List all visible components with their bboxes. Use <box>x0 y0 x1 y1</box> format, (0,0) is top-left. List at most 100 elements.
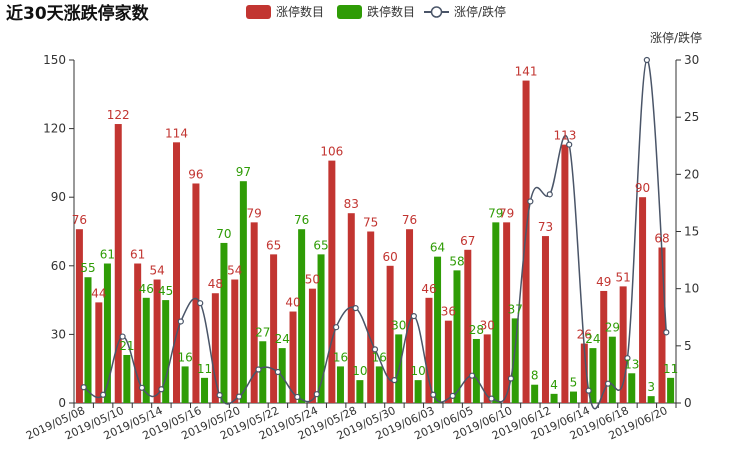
bar-limit-down[interactable] <box>628 373 636 403</box>
bar-limit-down[interactable] <box>259 341 267 403</box>
bar-limit-up[interactable] <box>328 160 336 403</box>
bar-limit-down[interactable] <box>201 377 209 403</box>
bar-limit-up[interactable] <box>250 222 258 403</box>
bar-limit-down[interactable] <box>356 380 364 403</box>
bar-limit-down[interactable] <box>375 366 383 403</box>
ratio-point[interactable] <box>604 380 612 387</box>
bar-limit-down[interactable] <box>220 242 228 403</box>
y-right-tick-label: 30 <box>684 53 699 67</box>
ratio-point[interactable] <box>119 333 126 340</box>
bar-limit-up[interactable] <box>153 279 161 403</box>
ratio-point[interactable] <box>663 329 670 336</box>
ratio-point[interactable] <box>333 324 340 331</box>
bar-limit-up[interactable] <box>406 229 414 403</box>
ratio-point[interactable] <box>100 391 107 398</box>
ratio-point[interactable] <box>235 393 243 400</box>
bar-limit-down[interactable] <box>492 222 500 403</box>
bar-limit-up[interactable] <box>639 197 647 403</box>
bar-limit-up[interactable] <box>600 290 608 403</box>
ratio-point[interactable] <box>352 305 359 312</box>
ratio-point[interactable] <box>624 355 631 362</box>
bar-limit-up[interactable] <box>619 286 627 403</box>
ratio-point[interactable] <box>177 318 184 325</box>
bar-limit-up[interactable] <box>231 279 239 403</box>
bar-limit-down[interactable] <box>317 254 325 403</box>
bar-limit-up[interactable] <box>658 247 666 403</box>
bar-limit-down[interactable] <box>472 338 480 403</box>
label-limit-up: 68 <box>654 232 669 246</box>
ratio-point[interactable] <box>313 391 320 398</box>
bar-limit-down[interactable] <box>162 300 170 403</box>
bar-limit-down[interactable] <box>453 270 461 403</box>
ratio-point[interactable] <box>468 372 476 379</box>
ratio-point[interactable] <box>216 392 223 399</box>
legend-item-2[interactable]: 跌停数目 <box>337 4 415 19</box>
bar-limit-up[interactable] <box>386 265 394 403</box>
bar-limit-up[interactable] <box>503 222 511 403</box>
bar-limit-up[interactable] <box>541 236 549 403</box>
bar-limit-down[interactable] <box>123 354 131 403</box>
bar-limit-down[interactable] <box>434 256 442 403</box>
bar-limit-up[interactable] <box>425 297 433 403</box>
ratio-point[interactable] <box>410 313 417 320</box>
bar-limit-down[interactable] <box>181 366 189 403</box>
ratio-point[interactable] <box>430 391 437 398</box>
ratio-point[interactable] <box>274 368 282 376</box>
bar-limit-down[interactable] <box>647 396 655 403</box>
bar-limit-up[interactable] <box>270 254 278 403</box>
bar-limit-up[interactable] <box>289 311 297 403</box>
bar-limit-up[interactable] <box>114 124 122 403</box>
bar-limit-down[interactable] <box>531 384 539 403</box>
bar-limit-up[interactable] <box>347 213 355 403</box>
bar-limit-up[interactable] <box>192 183 200 403</box>
ratio-point[interactable] <box>546 191 553 198</box>
bar-limit-down[interactable] <box>336 366 344 403</box>
ratio-point[interactable] <box>643 56 650 64</box>
bar-limit-down[interactable] <box>239 181 247 403</box>
ratio-point[interactable] <box>527 198 534 205</box>
bar-limit-up[interactable] <box>561 144 569 403</box>
bar-limit-up[interactable] <box>211 293 219 403</box>
bar-limit-up[interactable] <box>367 231 375 404</box>
legend-item-1[interactable]: 涨停数目 <box>246 4 324 19</box>
ratio-point[interactable] <box>255 366 262 373</box>
ratio-point[interactable] <box>158 386 165 393</box>
ratio-point[interactable] <box>294 393 301 401</box>
bar-limit-up[interactable] <box>308 288 316 403</box>
bar-limit-up[interactable] <box>580 343 588 403</box>
legend-item-3[interactable]: 涨停/跌停 <box>424 4 506 19</box>
bar-limit-down[interactable] <box>84 277 92 403</box>
ratio-point[interactable] <box>566 141 573 148</box>
bar-limit-up[interactable] <box>483 334 491 403</box>
bar-limit-down[interactable] <box>142 297 150 403</box>
ratio-point[interactable] <box>488 395 495 402</box>
bar-limit-up[interactable] <box>173 142 181 403</box>
bar-limit-down[interactable] <box>667 377 675 403</box>
bar-limit-down[interactable] <box>589 348 597 403</box>
bar-limit-up[interactable] <box>522 80 530 403</box>
bar-limit-up[interactable] <box>444 320 452 403</box>
bar-limit-down[interactable] <box>103 263 111 403</box>
label-limit-up: 79 <box>247 206 262 220</box>
bar-limit-down[interactable] <box>414 380 422 403</box>
ratio-point[interactable] <box>449 392 456 400</box>
bar-limit-up[interactable] <box>75 229 83 403</box>
bar-limit-down[interactable] <box>608 336 616 403</box>
bar-limit-down[interactable] <box>569 391 577 403</box>
bar-limit-down[interactable] <box>550 393 558 403</box>
ratio-point[interactable] <box>371 346 379 353</box>
ratio-line[interactable] <box>80 56 670 410</box>
bar-limit-up[interactable] <box>134 263 142 403</box>
ratio-point[interactable] <box>138 384 146 391</box>
bar-limit-down[interactable] <box>298 229 306 403</box>
bar-limit-up[interactable] <box>464 249 472 403</box>
legend[interactable]: 涨停数目 跌停数目 涨停/跌停 <box>246 4 506 19</box>
legend-label-3: 涨停/跌停 <box>454 4 506 19</box>
bar-limit-down[interactable] <box>511 318 519 403</box>
ratio-point[interactable] <box>507 375 515 382</box>
bar-limit-up[interactable] <box>95 302 103 403</box>
ratio-point[interactable] <box>80 384 87 391</box>
ratio-point[interactable] <box>391 377 398 384</box>
ratio-point[interactable] <box>197 300 204 307</box>
ratio-point[interactable] <box>585 387 592 394</box>
